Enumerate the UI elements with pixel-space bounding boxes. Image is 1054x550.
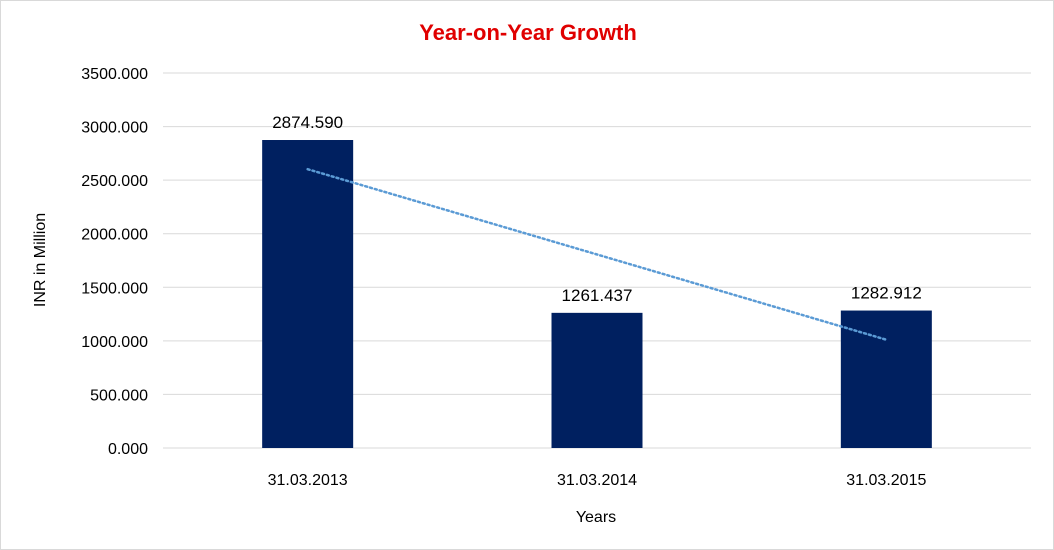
bar (262, 140, 354, 448)
y-tick-label: 2000.000 (81, 227, 148, 244)
trendline-group (306, 167, 888, 341)
x-axis-ticks: 31.03.2013 31.03.2014 31.03.2015 (268, 472, 927, 489)
y-tick-label: 1000.000 (81, 334, 148, 351)
y-tick-label: 3000.000 (81, 120, 148, 137)
y-axis-ticks: 0.000 500.000 1000.000 1500.000 2000.000 2500… (81, 66, 148, 458)
x-tick-label: 31.03.2015 (846, 472, 926, 489)
y-axis-label: INR in Million (32, 213, 49, 307)
bar-value-label: 1282.912 (851, 284, 922, 303)
y-tick-label: 2500.000 (81, 173, 148, 190)
y-tick-label: 1500.000 (81, 280, 148, 297)
x-axis-label: Years (576, 509, 616, 526)
y-tick-label: 0.000 (108, 441, 148, 458)
bar (551, 312, 643, 448)
trendline (306, 167, 888, 341)
x-tick-label: 31.03.2014 (557, 472, 637, 489)
data-labels: 2874.590 1261.437 1282.912 (272, 113, 922, 305)
x-tick-label: 31.03.2013 (268, 472, 348, 489)
bars (262, 140, 932, 448)
bar (840, 310, 932, 448)
bar-value-label: 1261.437 (562, 286, 633, 305)
chart-title: Year-on-Year Growth (419, 20, 637, 45)
y-tick-label: 3500.000 (81, 66, 148, 83)
y-tick-label: 500.000 (90, 387, 148, 404)
bar-value-label: 2874.590 (272, 113, 343, 132)
